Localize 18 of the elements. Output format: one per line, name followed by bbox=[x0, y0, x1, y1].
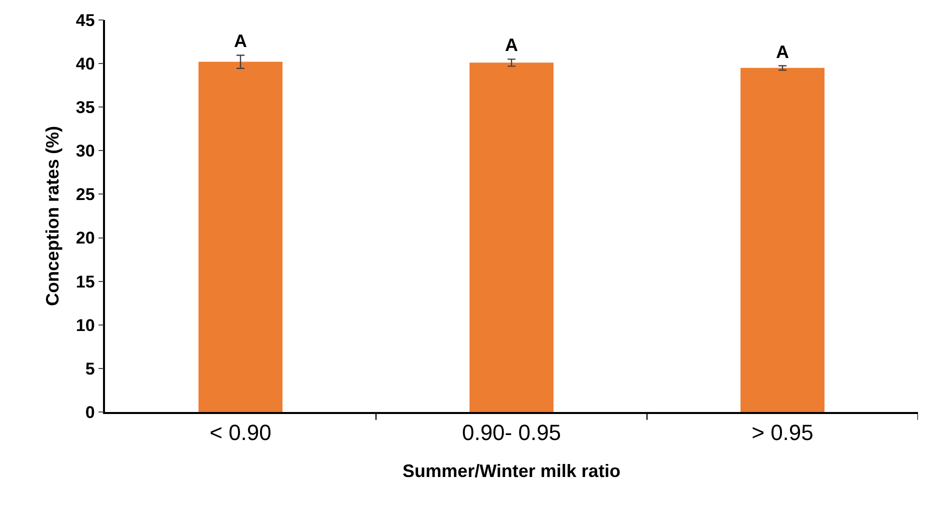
y-tick-label: 0 bbox=[85, 402, 95, 422]
y-tick-label: 15 bbox=[76, 272, 95, 292]
y-tick-label: 5 bbox=[85, 359, 95, 378]
y-tick-label: 35 bbox=[76, 98, 95, 118]
y-tick-label: 30 bbox=[76, 142, 95, 161]
x-tick-label: > 0.95 bbox=[752, 420, 814, 446]
y-tick-label: 45 bbox=[76, 10, 95, 30]
y-tick-label: 10 bbox=[76, 316, 95, 335]
y-axis-title: Conception rates (%) bbox=[42, 126, 63, 306]
x-axis-title: Summer/Winter milk ratio bbox=[402, 460, 620, 481]
annotation: A bbox=[776, 42, 789, 62]
annotation: A bbox=[505, 35, 518, 55]
y-tick-label: 20 bbox=[76, 228, 95, 248]
annotation: A bbox=[234, 31, 247, 51]
y-tick-label: 40 bbox=[76, 54, 95, 74]
x-tick-label: 0.90- 0.95 bbox=[462, 420, 562, 446]
y-tick-label: 25 bbox=[76, 185, 95, 204]
x-tick-label: < 0.90 bbox=[210, 420, 272, 446]
